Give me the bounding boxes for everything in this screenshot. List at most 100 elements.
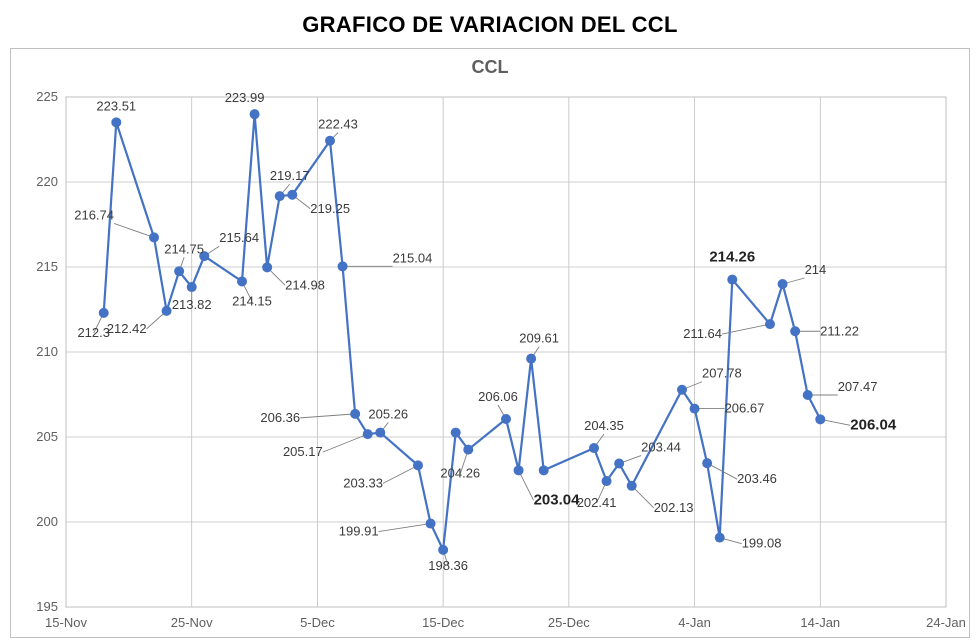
data-point bbox=[614, 459, 624, 469]
point-label: 206.67 bbox=[725, 401, 765, 416]
point-label: 204.35 bbox=[584, 418, 624, 433]
y-tick-label: 195 bbox=[36, 599, 58, 614]
data-point bbox=[438, 545, 448, 555]
point-label: 212.3 bbox=[77, 325, 110, 340]
point-label: 202.41 bbox=[577, 495, 617, 510]
x-tick-label: 5-Dec bbox=[300, 615, 335, 630]
point-label: 203.04 bbox=[534, 491, 581, 508]
data-point bbox=[727, 275, 737, 285]
point-label: 202.13 bbox=[654, 500, 694, 515]
x-tick-label: 15-Dec bbox=[422, 615, 464, 630]
data-point bbox=[501, 414, 511, 424]
point-label: 209.61 bbox=[519, 331, 559, 346]
data-point bbox=[250, 109, 260, 119]
data-point bbox=[602, 476, 612, 486]
data-point bbox=[350, 409, 360, 419]
point-label: 206.04 bbox=[850, 416, 897, 433]
data-point bbox=[187, 282, 197, 292]
data-point bbox=[338, 261, 348, 271]
point-label: 215.64 bbox=[219, 230, 259, 245]
data-point bbox=[765, 319, 775, 329]
leaders bbox=[94, 133, 851, 566]
point-label: 219.25 bbox=[310, 201, 350, 216]
data-point bbox=[149, 232, 159, 242]
data-point bbox=[275, 191, 285, 201]
point-label: 211.22 bbox=[820, 323, 859, 338]
point-label: 203.44 bbox=[641, 440, 681, 455]
labels: 212.3 223.51 216.74 212.42 214.75 213.82 215.6… bbox=[74, 90, 897, 573]
data-point bbox=[715, 533, 725, 543]
point-label: 205.17 bbox=[283, 444, 323, 459]
point-label: 216.74 bbox=[74, 207, 114, 222]
point-label: 213.82 bbox=[172, 297, 212, 312]
data-point bbox=[287, 190, 297, 200]
data-point bbox=[451, 428, 461, 438]
data-point bbox=[162, 306, 172, 316]
data-point bbox=[375, 428, 385, 438]
data-point bbox=[677, 385, 687, 395]
data-point bbox=[363, 429, 373, 439]
point-label: 214 bbox=[805, 262, 827, 277]
point-label: 223.99 bbox=[225, 90, 265, 105]
y-tick-label: 200 bbox=[36, 514, 58, 529]
point-label: 214.15 bbox=[232, 293, 272, 308]
point-label: 198.36 bbox=[428, 558, 468, 573]
point-label: 212.42 bbox=[107, 321, 147, 336]
y-tick-label: 225 bbox=[36, 89, 58, 104]
data-point bbox=[589, 443, 599, 453]
point-label: 211.64 bbox=[683, 326, 722, 341]
x-tick-label: 15-Nov bbox=[45, 615, 87, 630]
data-point bbox=[111, 117, 121, 127]
point-label: 214.26 bbox=[709, 249, 755, 266]
y-tick-label: 215 bbox=[36, 259, 58, 274]
point-label: 219.17 bbox=[270, 168, 310, 183]
x-tick-label: 24-Jan bbox=[926, 615, 966, 630]
axes: 195 200 205 210 215 220 225 15-Nov 25-Nov 5-Dec 15… bbox=[36, 89, 966, 630]
data-point bbox=[262, 262, 272, 272]
point-label: 207.78 bbox=[702, 366, 742, 381]
data-point bbox=[627, 481, 637, 491]
data-point bbox=[514, 465, 524, 475]
chart-subtitle: CCL bbox=[11, 57, 969, 78]
data-point bbox=[237, 276, 247, 286]
data-point bbox=[803, 390, 813, 400]
data-point bbox=[325, 136, 335, 146]
chart-container: CCL 195 200 205 210 215 220 225 15-Nov 25-Nov 5-D… bbox=[10, 48, 970, 638]
data-point bbox=[815, 414, 825, 424]
point-label: 207.47 bbox=[838, 379, 878, 394]
grid bbox=[66, 97, 946, 607]
x-tick-label: 25-Nov bbox=[171, 615, 213, 630]
point-label: 203.46 bbox=[737, 471, 777, 486]
point-label: 222.43 bbox=[318, 117, 358, 132]
point-label: 214.75 bbox=[164, 241, 204, 256]
data-point bbox=[526, 354, 536, 364]
data-point bbox=[174, 266, 184, 276]
data-point bbox=[790, 326, 800, 336]
point-label: 199.08 bbox=[742, 536, 782, 551]
x-tick-label: 25-Dec bbox=[548, 615, 590, 630]
data-point bbox=[463, 445, 473, 455]
point-label: 205.26 bbox=[368, 407, 408, 422]
y-tick-label: 210 bbox=[36, 344, 58, 359]
data-point bbox=[778, 279, 788, 289]
point-label: 223.51 bbox=[96, 98, 136, 113]
data-point bbox=[702, 458, 712, 468]
page: GRAFICO DE VARIACION DEL CCL CCL 195 200 2… bbox=[0, 0, 980, 644]
point-label: 204.26 bbox=[440, 466, 480, 481]
chart-svg: 195 200 205 210 215 220 225 15-Nov 25-Nov 5-Dec 15… bbox=[11, 49, 971, 639]
data-point bbox=[690, 404, 700, 414]
y-tick-label: 205 bbox=[36, 429, 58, 444]
point-label: 214.98 bbox=[285, 277, 325, 292]
data-point bbox=[426, 519, 436, 529]
point-label: 203.33 bbox=[343, 475, 383, 490]
x-tick-label: 4-Jan bbox=[678, 615, 711, 630]
point-label: 206.36 bbox=[260, 410, 300, 425]
main-title: GRAFICO DE VARIACION DEL CCL bbox=[0, 12, 980, 38]
x-tick-label: 14-Jan bbox=[800, 615, 840, 630]
y-tick-label: 220 bbox=[36, 174, 58, 189]
point-label: 215.04 bbox=[393, 250, 433, 265]
data-point bbox=[99, 308, 109, 318]
data-point bbox=[413, 460, 423, 470]
data-point bbox=[539, 465, 549, 475]
point-label: 206.06 bbox=[478, 389, 518, 404]
